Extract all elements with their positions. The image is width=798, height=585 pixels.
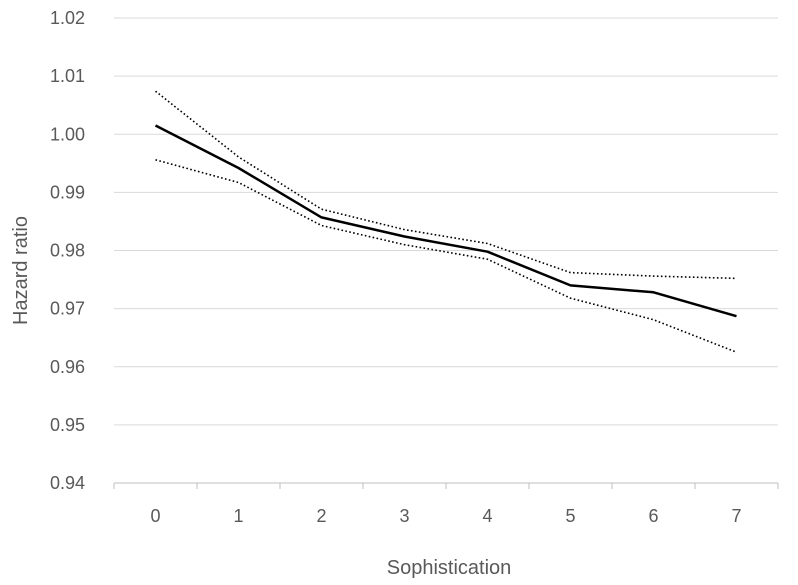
x-tick-label: 2	[316, 506, 326, 526]
lower-ci-line	[155, 159, 737, 353]
y-tick-label: 0.96	[50, 357, 85, 377]
x-tick-label: 4	[482, 506, 492, 526]
y-tick-label: 0.94	[50, 473, 85, 493]
y-tick-label: 1.01	[50, 66, 85, 86]
x-axis-title: Sophistication	[387, 557, 512, 579]
y-tick-labels: 0.94 0.95 0.96 0.97 0.98 0.99 1.00 1.01 1.02	[50, 8, 85, 493]
x-tick-label: 5	[565, 506, 575, 526]
x-tick-label: 1	[233, 506, 243, 526]
x-tick-label: 0	[150, 506, 160, 526]
y-tick-label: 1.00	[50, 124, 85, 144]
y-axis-title: Hazard ratio	[10, 216, 32, 325]
y-tick-label: 0.99	[50, 182, 85, 202]
x-axis	[113, 482, 779, 489]
hazard-ratio-line	[154, 124, 737, 318]
y-tick-label: 0.98	[50, 241, 85, 261]
x-tick-label: 7	[731, 506, 741, 526]
x-tick-label: 6	[648, 506, 658, 526]
y-tick-label: 0.97	[50, 299, 85, 319]
y-tick-label: 1.02	[50, 8, 85, 28]
x-tick-label: 3	[399, 506, 409, 526]
gridlines	[114, 17, 778, 426]
x-tick-labels: 0 1 2 3 4 5 6 7	[150, 506, 741, 526]
series-lines	[154, 90, 737, 353]
y-tick-label: 0.95	[50, 415, 85, 435]
